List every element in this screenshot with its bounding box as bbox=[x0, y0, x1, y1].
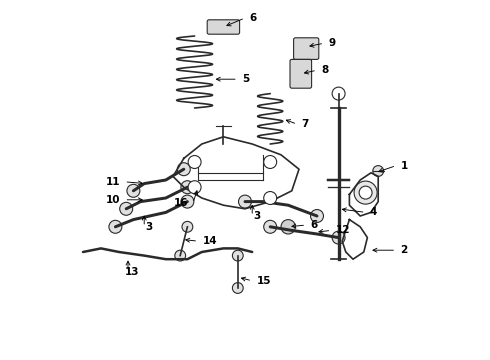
Text: 4: 4 bbox=[370, 207, 377, 217]
Text: 14: 14 bbox=[202, 236, 217, 246]
Text: 3: 3 bbox=[253, 211, 260, 221]
Text: 8: 8 bbox=[321, 65, 329, 75]
Circle shape bbox=[332, 231, 345, 244]
Circle shape bbox=[188, 181, 201, 194]
Text: 3: 3 bbox=[145, 222, 152, 232]
Circle shape bbox=[264, 192, 277, 204]
Text: 16: 16 bbox=[174, 198, 189, 208]
Circle shape bbox=[232, 283, 243, 293]
FancyBboxPatch shape bbox=[294, 38, 319, 59]
Text: 5: 5 bbox=[242, 74, 249, 84]
Circle shape bbox=[175, 250, 186, 261]
Circle shape bbox=[332, 87, 345, 100]
Circle shape bbox=[181, 195, 194, 208]
Circle shape bbox=[182, 221, 193, 232]
Text: 1: 1 bbox=[400, 161, 408, 171]
Text: 11: 11 bbox=[105, 177, 120, 187]
Circle shape bbox=[181, 181, 194, 194]
Text: 2: 2 bbox=[400, 245, 408, 255]
Text: 10: 10 bbox=[105, 195, 120, 205]
Text: 6: 6 bbox=[311, 220, 318, 230]
Circle shape bbox=[109, 220, 122, 233]
Circle shape bbox=[281, 220, 295, 234]
Circle shape bbox=[232, 250, 243, 261]
FancyBboxPatch shape bbox=[207, 20, 240, 34]
Circle shape bbox=[373, 166, 384, 176]
Text: 6: 6 bbox=[249, 13, 257, 23]
Circle shape bbox=[354, 181, 377, 204]
Circle shape bbox=[188, 156, 201, 168]
Circle shape bbox=[120, 202, 133, 215]
Circle shape bbox=[311, 210, 323, 222]
Text: 12: 12 bbox=[336, 225, 350, 235]
Text: 7: 7 bbox=[301, 119, 309, 129]
Circle shape bbox=[239, 195, 251, 208]
Circle shape bbox=[359, 186, 372, 199]
Circle shape bbox=[127, 184, 140, 197]
FancyBboxPatch shape bbox=[290, 59, 312, 88]
Circle shape bbox=[177, 163, 190, 176]
Circle shape bbox=[264, 220, 277, 233]
Circle shape bbox=[264, 156, 277, 168]
Text: 15: 15 bbox=[257, 276, 271, 286]
Text: 9: 9 bbox=[328, 38, 336, 48]
Text: 13: 13 bbox=[125, 267, 140, 277]
